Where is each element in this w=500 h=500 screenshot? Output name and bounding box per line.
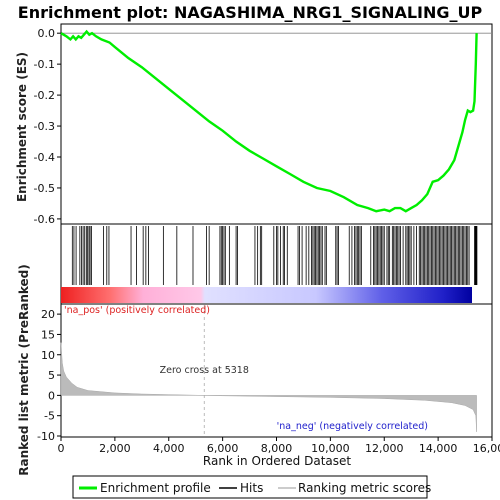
enrichment-y-tick-label: -0.1 — [34, 58, 55, 71]
x-axis: 0 2,000 4,000 6,000 8,000 10,000 12,000 14,000 1… — [58, 437, 500, 455]
metric-y-label: Ranked list metric (PreRanked) — [17, 264, 31, 476]
enrichment-y-tick-label: -0.4 — [34, 151, 55, 164]
negative-correlation-label: 'na_neg' (negatively correlated) — [277, 421, 428, 432]
enrichment-panel-frame — [60, 23, 493, 225]
x-tick-label: 6,000 — [207, 442, 239, 455]
zero-cross-label: Zero cross at 5318 — [160, 365, 249, 376]
x-tick-label: 2,000 — [99, 442, 131, 455]
x-tick-label: 12,000 — [365, 442, 404, 455]
enrichment-profile-line — [60, 29, 478, 213]
enrichment-y-axis: 0.0 -0.1 -0.2 -0.3 -0.4 -0.5 -0.6 — [34, 27, 61, 226]
enrichment-y-tick-label: -0.3 — [34, 120, 55, 133]
x-tick-label: 4,000 — [153, 442, 185, 455]
x-tick-label: 10,000 — [311, 442, 350, 455]
hits-barcode — [71, 226, 478, 285]
metric-panel-frame — [60, 303, 493, 438]
metric-y-tick-label: -10 — [37, 430, 55, 443]
legend-label-enrichment-profile: Enrichment profile — [100, 481, 211, 495]
x-tick-label: 0 — [58, 442, 65, 455]
x-tick-label: 14,000 — [419, 442, 458, 455]
metric-y-tick-label: 15 — [41, 328, 55, 341]
chart-title: Enrichment plot: NAGASHIMA_NRG1_SIGNALIN… — [18, 3, 483, 22]
enrichment-y-tick-label: -0.5 — [34, 182, 55, 195]
x-axis-label: Rank in Ordered Dataset — [203, 454, 351, 468]
positive-correlation-label: 'na_pos' (positively correlated) — [64, 305, 210, 316]
enrichment-y-label: Enrichment score (ES) — [15, 52, 29, 202]
metric-y-tick-label: -5 — [44, 410, 55, 423]
metric-y-tick-label: 10 — [41, 349, 55, 362]
enrichment-y-tick-label: -0.2 — [34, 89, 55, 102]
metric-y-tick-label: 5 — [48, 369, 55, 382]
enrichment-y-tick-label: -0.6 — [34, 213, 55, 226]
legend-label-ranking-metric-scores: Ranking metric scores — [298, 481, 431, 495]
legend-frame — [72, 475, 428, 499]
x-tick-label: 8,000 — [261, 442, 293, 455]
x-tick-label: 16,000 — [473, 442, 500, 455]
metric-y-tick-label: 0 — [48, 389, 55, 402]
rank-color-bar — [61, 287, 472, 303]
metric-y-axis: 20 15 10 5 0 -5 -10 — [37, 308, 61, 443]
enrichment-y-tick-label: 0.0 — [38, 27, 56, 40]
legend-label-hits: Hits — [240, 481, 263, 495]
metric-y-tick-label: 20 — [41, 308, 55, 321]
